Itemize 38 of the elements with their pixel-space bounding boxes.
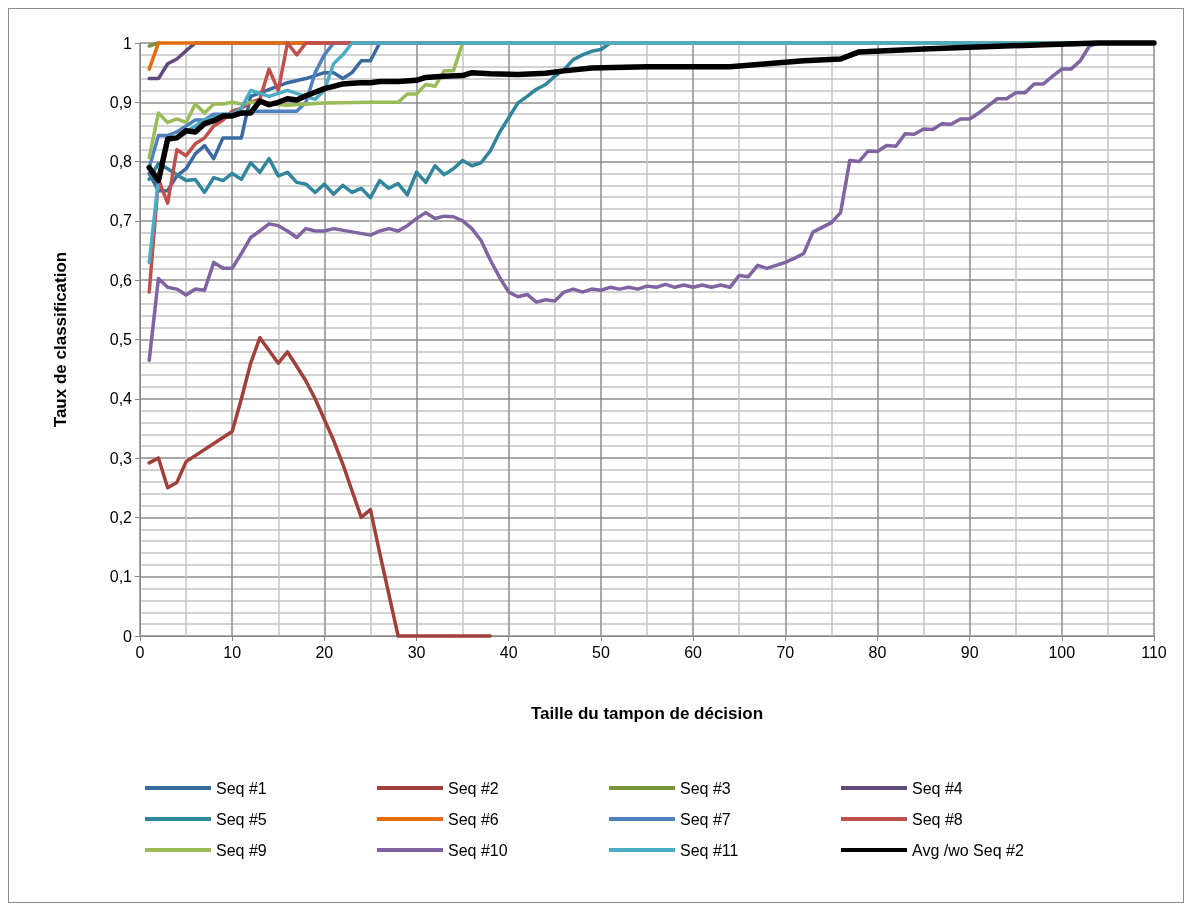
y-tick-label: 0 (123, 627, 133, 645)
x-tick-label: 0 (135, 643, 145, 661)
y-tick-label: 0,5 (109, 331, 133, 348)
y-tick-label: 1 (123, 34, 133, 52)
y-tick-label: 0,6 (109, 271, 133, 289)
legend-label: Seq #11 (680, 841, 739, 859)
x-tick-label: 50 (592, 643, 610, 661)
x-tick-label: 100 (1048, 643, 1076, 661)
y-tick-label: 0,7 (109, 212, 133, 230)
y-tick-label: 0,8 (109, 153, 133, 171)
x-tick-label: 30 (407, 643, 426, 661)
x-axis-title: Taille du tampon de décision (530, 704, 764, 723)
y-tick-label: 0,1 (109, 568, 133, 586)
x-tick-label: 110 (1141, 643, 1167, 661)
y-tick-label: 0,3 (109, 449, 133, 467)
legend-label: Seq #4 (912, 779, 963, 797)
y-tick-label: 0,4 (109, 390, 133, 408)
y-axis-title: Taux de classification (51, 251, 70, 428)
x-tick-label: 20 (315, 643, 334, 661)
x-tick-label: 60 (684, 643, 703, 661)
legend-label: Seq #3 (680, 779, 731, 797)
legend-label: Seq #7 (680, 810, 731, 828)
legend-label: Seq #5 (216, 810, 267, 828)
legend-label: Seq #6 (448, 810, 499, 828)
line-series (147, 335, 493, 638)
y-tick-label: 0,9 (109, 93, 133, 111)
x-tick-label: 40 (499, 643, 518, 661)
legend-label: Seq #8 (912, 810, 963, 828)
x-tick-label: 10 (223, 643, 242, 661)
legend-label: Seq #9 (216, 841, 267, 859)
x-tick-label: 70 (776, 643, 795, 661)
x-tick-label: 80 (868, 643, 887, 661)
legend-label: Seq #2 (448, 779, 499, 797)
legend-label: Seq #1 (216, 779, 267, 797)
x-tick-label: 90 (960, 643, 979, 661)
y-tick-label: 0,2 (109, 508, 133, 526)
legend-label: Avg /wo Seq #2 (912, 841, 1024, 859)
legend-label: Seq #10 (448, 841, 508, 859)
